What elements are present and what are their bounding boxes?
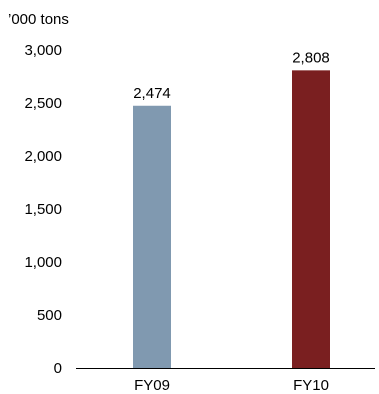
y-tick-label: 2,000 (24, 148, 62, 165)
y-tick-label: 3,000 (24, 42, 62, 59)
data-label: 2,808 (292, 49, 330, 66)
y-tick-label: 1,000 (24, 254, 62, 271)
bar-fy10 (292, 70, 330, 369)
y-axis-ticks: 0 500 1,000 1,500 2,000 2,500 3,000 (24, 42, 62, 377)
y-tick-label: 2,500 (24, 95, 62, 112)
x-axis-ticks: FY09 FY10 (134, 377, 329, 394)
x-tick-label: FY10 (293, 377, 329, 394)
y-tick-label: 1,500 (24, 201, 62, 218)
unit-label: ’000 tons (8, 11, 69, 28)
x-tick-label: FY09 (134, 377, 170, 394)
data-label: 2,474 (133, 85, 171, 102)
y-tick-label: 0 (54, 360, 62, 377)
bar-fy09 (133, 105, 171, 369)
bars: 2,474 2,808 (133, 49, 330, 369)
y-tick-label: 500 (37, 307, 62, 324)
